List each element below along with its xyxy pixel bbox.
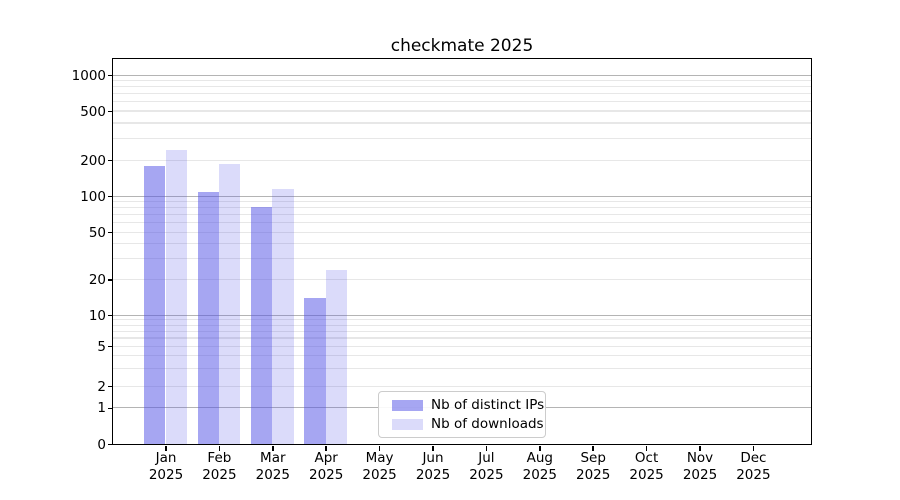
- gridline-minor: [112, 101, 811, 103]
- gridline-minor: [112, 110, 811, 112]
- bar: [250, 207, 273, 444]
- x-tick-mark: [432, 446, 434, 451]
- y-tick-mark: [107, 314, 112, 317]
- x-tick-mark: [539, 446, 541, 451]
- y-tick-mark: [107, 407, 112, 410]
- gridline-minor: [112, 367, 811, 370]
- bar: [272, 188, 294, 444]
- x-tick-mark: [325, 446, 327, 451]
- gridline-minor: [112, 137, 811, 139]
- gridline-minor: [112, 222, 811, 224]
- gridline-major: [112, 314, 811, 316]
- legend: Nb of distinct IPs Nb of downloads: [378, 391, 546, 438]
- legend-entry-distinct-ips: Nb of distinct IPs: [387, 397, 544, 413]
- x-tick-mark: [485, 446, 488, 451]
- x-tick-label: Jan 2025: [148, 450, 184, 483]
- bar: [218, 163, 241, 444]
- x-tick-label: Feb 2025: [202, 450, 237, 483]
- gridline-minor: [112, 345, 811, 347]
- x-tick-label: Dec 2025: [736, 450, 771, 483]
- gridline-minor: [112, 258, 811, 260]
- legend-swatch-downloads: [392, 418, 423, 430]
- gridline-minor: [112, 385, 811, 387]
- x-tick-mark: [165, 446, 167, 451]
- gridline-minor: [112, 324, 811, 326]
- y-tick-label: 10: [88, 307, 106, 324]
- y-tick-mark: [107, 345, 112, 348]
- x-tick-mark: [645, 446, 648, 451]
- gridline-major: [112, 74, 811, 76]
- x-tick-label: Aug 2025: [522, 450, 557, 483]
- plot-area: [111, 57, 812, 445]
- gridline-minor: [112, 86, 811, 88]
- gridline-minor: [112, 278, 811, 281]
- gridline-minor: [112, 122, 811, 124]
- bar: [197, 192, 219, 444]
- gridline-minor: [112, 80, 811, 82]
- y-tick-label: 50: [88, 224, 106, 241]
- legend-label-downloads: Nb of downloads: [431, 415, 544, 432]
- gridline-minor: [112, 231, 811, 233]
- bar: [144, 165, 166, 444]
- y-tick-label: 20: [88, 272, 106, 288]
- chart-title: checkmate 2025: [390, 36, 534, 56]
- x-tick-label: Oct 2025: [629, 450, 664, 483]
- x-tick-mark: [272, 446, 274, 451]
- y-tick-label: 500: [80, 103, 106, 120]
- x-tick-label: Mar 2025: [255, 450, 290, 483]
- bar: [325, 270, 348, 444]
- legend-entry-downloads: Nb of downloads: [387, 416, 544, 432]
- y-tick-mark: [107, 385, 112, 388]
- gridline-minor: [112, 330, 811, 332]
- y-tick-mark: [107, 159, 112, 162]
- y-tick-mark: [107, 231, 112, 234]
- y-tick-mark: [107, 195, 112, 198]
- y-tick-mark: [107, 110, 112, 113]
- gridline-minor: [112, 214, 811, 216]
- y-tick-label: 1: [97, 400, 106, 417]
- x-tick-mark: [378, 446, 381, 451]
- gridline-minor: [112, 355, 811, 357]
- gridline-minor: [112, 243, 811, 245]
- y-tick-mark: [107, 443, 112, 446]
- y-tick-mark: [107, 74, 112, 77]
- gridline-major: [112, 195, 811, 197]
- x-tick-label: Jun 2025: [415, 450, 451, 483]
- y-tick-label: 100: [80, 188, 106, 205]
- bar: [165, 150, 187, 444]
- x-tick-mark: [218, 446, 221, 451]
- x-tick-label: Apr 2025: [309, 450, 344, 483]
- y-tick-label: 1000: [71, 67, 106, 84]
- x-tick-mark: [752, 446, 755, 451]
- x-tick-label: Sep 2025: [576, 450, 611, 483]
- gridline-minor: [112, 159, 811, 161]
- x-tick-label: Nov 2025: [682, 450, 718, 483]
- gridline-minor: [112, 337, 811, 339]
- y-tick-label: 2: [97, 378, 106, 395]
- x-tick-label: May 2025: [362, 450, 397, 483]
- gridline-minor: [112, 93, 811, 95]
- y-tick-label: 5: [97, 338, 106, 355]
- legend-swatch-distinct-ips: [392, 399, 423, 411]
- x-tick-label: Jul 2025: [469, 450, 504, 483]
- gridline-minor: [112, 207, 811, 209]
- x-tick-mark: [592, 446, 594, 451]
- y-tick-mark: [107, 279, 112, 281]
- bar: [304, 297, 326, 444]
- y-tick-label: 0: [97, 436, 106, 453]
- y-tick-label: 200: [80, 152, 106, 169]
- gridline-minor: [112, 201, 811, 203]
- legend-label-distinct-ips: Nb of distinct IPs: [431, 396, 545, 413]
- gridline-minor: [112, 319, 811, 321]
- x-tick-mark: [699, 446, 701, 451]
